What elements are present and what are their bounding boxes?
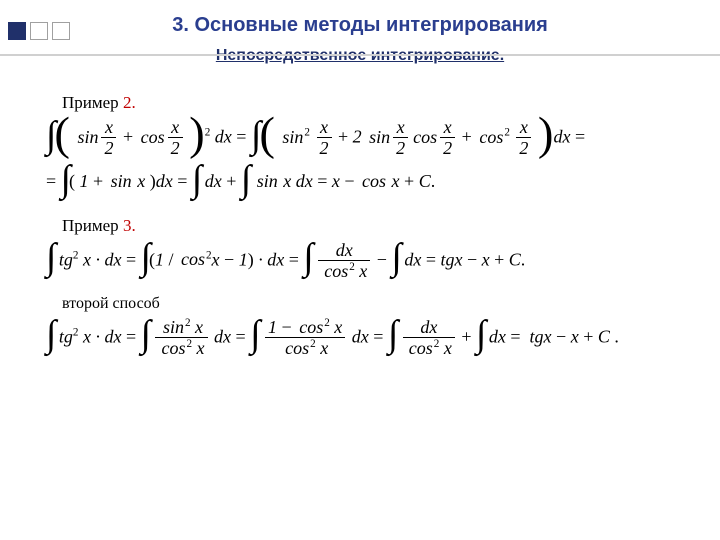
example-3-label-num: 3. <box>123 216 136 235</box>
slide-subheading: Непосредственное интегрирование. <box>0 47 720 65</box>
template-accent-squares <box>8 22 70 40</box>
example-2-equation-line-1: ∫( sinx2 + cosx2 )2 dx = ∫( sin2 x2 + 2 … <box>46 119 692 158</box>
top-divider <box>0 54 720 56</box>
accent-square-empty-2 <box>52 22 70 40</box>
example-3-equation-line-2: ∫ tg2 x · dx = ∫ sin2 xcos2 x dx = ∫ 1 −… <box>46 319 692 358</box>
accent-square-empty-1 <box>30 22 48 40</box>
example-2-equation-line-2: = ∫( 1 + sin x )dx = ∫ dx + ∫ sin x dx =… <box>46 164 692 202</box>
example-3-equation-line-1: ∫ tg2 x · dx = ∫(1 / cos2x − 1) · dx = ∫… <box>46 242 692 281</box>
accent-square-filled <box>8 22 26 40</box>
slide-content: Пример 2. ∫( sinx2 + cosx2 )2 dx = ∫( si… <box>0 65 720 358</box>
example-2-label: Пример 2. <box>62 93 692 113</box>
slide-heading: 3. Основные методы интегрирования <box>0 14 720 37</box>
example-2-label-num: 2. <box>123 93 136 112</box>
example-3-label: Пример 3. <box>62 216 692 236</box>
example-3-label-word: Пример <box>62 216 123 235</box>
example-2-label-word: Пример <box>62 93 123 112</box>
example-3-second-method-label: второй способ <box>62 295 692 313</box>
